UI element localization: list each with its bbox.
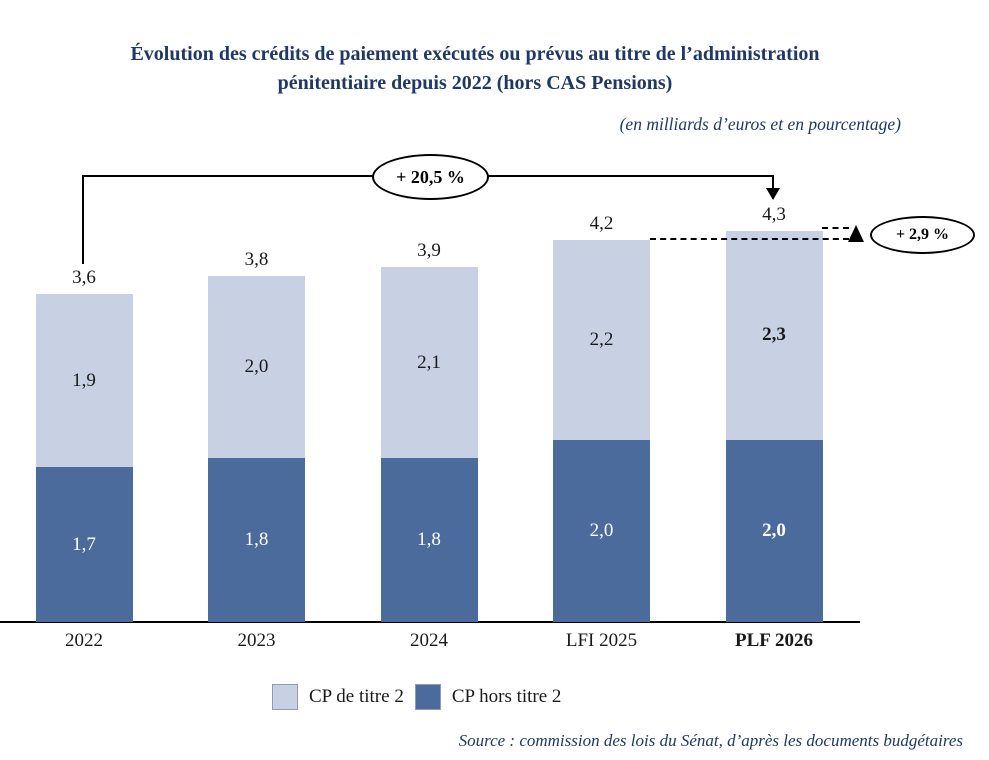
bar-total-2024: 3,9: [417, 240, 441, 262]
lfi2025-level-dashed-line: [650, 238, 849, 240]
bar-value-cp-hors-titre2-LFI 2025: 2,0: [589, 520, 614, 541]
bar-segment-cp-hors-titre2-2024: [380, 458, 478, 622]
source-note: Source : commission des lois du Sénat, d…: [458, 731, 963, 750]
x-axis-line: [0, 621, 860, 623]
bar-value-cp-hors-titre2-2024: 1,8: [417, 529, 441, 551]
total-growth-annotation: + 20,5 %: [372, 154, 489, 200]
bar-value-cp-hors-titre2-2022: 1,7: [72, 533, 96, 555]
bar-value-cp-titre2-2024: 2,1: [417, 351, 441, 373]
legend-swatch-cp-titre2: [272, 684, 298, 710]
x-axis-label-2023: 2023: [237, 630, 276, 651]
bar-total-2022: 3,6: [72, 267, 96, 289]
bar-segment-cp-titre2-2024: [380, 267, 478, 459]
bar-value-cp-hors-titre2-PLF 2026: 2,0: [762, 520, 786, 541]
bar-segment-cp-hors-titre2-PLF 2026: [725, 440, 823, 622]
growth-bracket-left-line: [82, 176, 84, 264]
bar-value-cp-titre2-2022: 1,9: [72, 369, 96, 391]
bar-total-LFI 2025: 4,2: [589, 212, 614, 234]
x-axis-label-2024: 2024: [410, 630, 448, 651]
bar-value-cp-titre2-2023: 2,0: [244, 356, 269, 378]
bar-value-cp-titre2-PLF 2026: 2,3: [762, 324, 786, 346]
bar-segment-cp-titre2-LFI 2025: [553, 239, 650, 440]
down-arrow-icon: [766, 188, 780, 200]
legend-label-cp-titre2: CP de titre 2: [309, 686, 404, 707]
bar-segment-cp-hors-titre2-2023: [208, 458, 305, 622]
bar-total-PLF 2026: 4,3: [762, 203, 786, 225]
total-growth-label: + 20,5 %: [396, 166, 465, 187]
legend: CP de titre 2 CP hors titre 2: [272, 684, 572, 710]
x-axis-label-LFI 2025: LFI 2025: [565, 630, 638, 651]
bar-segment-cp-titre2-2022: [35, 294, 133, 468]
bar-segment-cp-titre2-PLF 2026: [725, 230, 823, 440]
yearly-growth-annotation: + 2,9 %: [870, 216, 975, 254]
chart-subtitle: (en milliards d’euros et en pourcentage): [619, 114, 901, 134]
up-arrow-icon: [848, 225, 864, 242]
bar-segment-cp-titre2-2023: [208, 276, 305, 459]
legend-swatch-cp-hors-titre2: [414, 684, 441, 710]
bar-value-cp-hors-titre2-2023: 1,8: [244, 529, 269, 551]
x-axis-label-PLF 2026: PLF 2026: [735, 630, 813, 651]
bar-value-cp-titre2-LFI 2025: 2,2: [589, 328, 614, 350]
chart-title: Évolution des crédits de paiement exécut…: [130, 43, 820, 94]
legend-label-cp-hors-titre2: CP hors titre 2: [451, 686, 562, 707]
bar-segment-cp-hors-titre2-LFI 2025: [553, 440, 650, 622]
x-axis-label-2022: 2022: [65, 630, 103, 651]
yearly-growth-label: + 2,9 %: [895, 226, 950, 243]
bar-segment-cp-hors-titre2-2022: [35, 467, 133, 622]
bar-total-2023: 3,8: [244, 249, 269, 271]
plf2026-level-dashed-line: [822, 227, 849, 229]
growth-bracket-arrow-shaft: [772, 177, 774, 189]
